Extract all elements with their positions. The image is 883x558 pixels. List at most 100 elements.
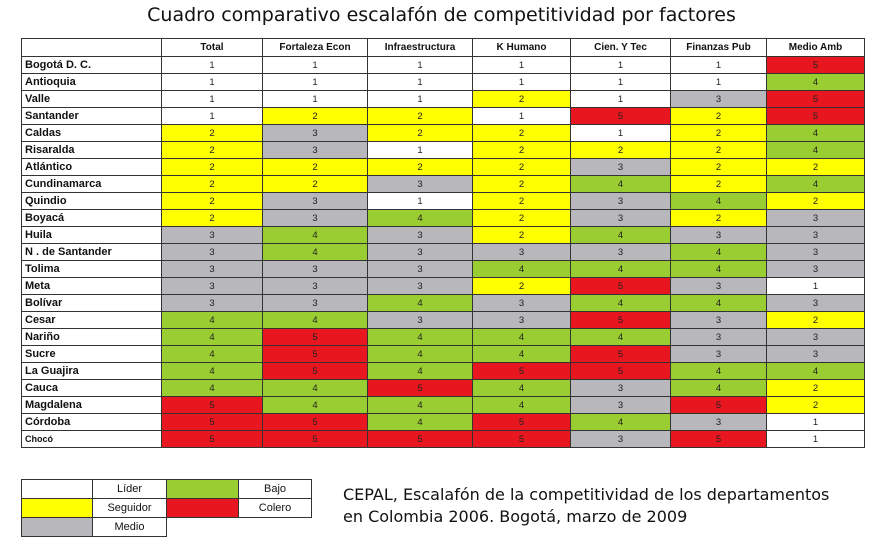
department-name: Meta bbox=[21, 277, 162, 295]
rank-cell: 5 bbox=[161, 430, 263, 448]
rank-cell: 3 bbox=[262, 260, 368, 278]
rank-cell: 4 bbox=[262, 226, 368, 244]
legend-swatch-medio bbox=[21, 517, 93, 537]
legend-label-bajo: Bajo bbox=[238, 479, 312, 499]
legend-empty-cell bbox=[167, 518, 239, 537]
rank-cell: 4 bbox=[472, 260, 571, 278]
department-name: Sucre bbox=[21, 345, 162, 363]
rank-cell: 3 bbox=[570, 379, 671, 397]
rank-cell: 5 bbox=[766, 56, 865, 74]
rank-cell: 3 bbox=[570, 158, 671, 176]
rank-cell: 4 bbox=[161, 379, 263, 397]
rank-cell: 1 bbox=[262, 73, 368, 91]
rank-cell: 2 bbox=[161, 158, 263, 176]
rank-cell: 3 bbox=[367, 260, 473, 278]
table-row: Huila 3 4 3 2 4 3 3 bbox=[21, 226, 865, 244]
source-line-2: en Colombia 2006. Bogotá, marzo de 2009 bbox=[343, 507, 688, 526]
rank-cell: 1 bbox=[472, 56, 571, 74]
rank-cell: 3 bbox=[472, 294, 571, 312]
rank-cell: 2 bbox=[766, 396, 865, 414]
table-row: Cundinamarca 2 2 3 2 4 2 4 bbox=[21, 175, 865, 193]
rank-cell: 1 bbox=[161, 56, 263, 74]
rank-cell: 2 bbox=[670, 124, 767, 142]
rank-cell: 4 bbox=[670, 379, 767, 397]
rank-cell: 1 bbox=[570, 56, 671, 74]
header-row: Total Fortaleza Econ Infraestructura K Huma… bbox=[21, 38, 865, 57]
rank-cell: 3 bbox=[161, 260, 263, 278]
department-name: Boyacá bbox=[21, 209, 162, 227]
rank-cell: 4 bbox=[570, 413, 671, 431]
legend-swatch-lider bbox=[21, 479, 93, 499]
rank-cell: 1 bbox=[670, 73, 767, 91]
rank-cell: 2 bbox=[472, 141, 571, 159]
rank-cell: 4 bbox=[766, 141, 865, 159]
rank-cell: 2 bbox=[262, 175, 368, 193]
rank-cell: 3 bbox=[670, 90, 767, 108]
rank-cell: 1 bbox=[766, 413, 865, 431]
rank-cell: 4 bbox=[766, 124, 865, 142]
rank-cell: 1 bbox=[161, 107, 263, 125]
table-row: La Guajira 4 5 4 5 5 4 4 bbox=[21, 362, 865, 380]
rank-cell: 3 bbox=[570, 396, 671, 414]
table-row: Meta 3 3 3 2 5 3 1 bbox=[21, 277, 865, 295]
rank-cell: 2 bbox=[570, 141, 671, 159]
rank-cell: 4 bbox=[766, 73, 865, 91]
rank-cell: 5 bbox=[472, 362, 571, 380]
rank-cell: 3 bbox=[367, 226, 473, 244]
rank-cell: 4 bbox=[570, 294, 671, 312]
rank-cell: 5 bbox=[670, 430, 767, 448]
department-name: Santander bbox=[21, 107, 162, 125]
rank-cell: 2 bbox=[670, 175, 767, 193]
department-name: Caldas bbox=[21, 124, 162, 142]
corner-cell bbox=[21, 38, 162, 57]
rank-cell: 2 bbox=[766, 158, 865, 176]
table-row: Caldas 2 3 2 2 1 2 4 bbox=[21, 124, 865, 142]
table-row: Magdalena 5 4 4 4 3 5 2 bbox=[21, 396, 865, 414]
rank-cell: 2 bbox=[670, 209, 767, 227]
table-row: Valle 1 1 1 2 1 3 5 bbox=[21, 90, 865, 108]
source-note: CEPAL, Escalafón de la competitividad de… bbox=[343, 484, 873, 528]
rank-cell: 1 bbox=[262, 56, 368, 74]
rank-cell: 4 bbox=[472, 396, 571, 414]
rank-cell: 4 bbox=[161, 345, 263, 363]
rank-cell: 4 bbox=[570, 175, 671, 193]
rank-cell: 5 bbox=[367, 379, 473, 397]
rank-cell: 4 bbox=[472, 328, 571, 346]
rank-cell: 3 bbox=[472, 311, 571, 329]
rank-cell: 5 bbox=[262, 328, 368, 346]
rank-cell: 2 bbox=[262, 158, 368, 176]
rank-cell: 4 bbox=[766, 175, 865, 193]
department-name: Cauca bbox=[21, 379, 162, 397]
rank-cell: 1 bbox=[367, 73, 473, 91]
rank-cell: 4 bbox=[367, 362, 473, 380]
table-row: Risaralda 2 3 1 2 2 2 4 bbox=[21, 141, 865, 159]
rank-cell: 4 bbox=[262, 311, 368, 329]
rank-cell: 4 bbox=[472, 345, 571, 363]
rank-cell: 1 bbox=[367, 141, 473, 159]
rank-cell: 5 bbox=[570, 345, 671, 363]
rank-cell: 3 bbox=[472, 243, 571, 261]
legend-swatch-bajo bbox=[166, 479, 239, 499]
rank-cell: 3 bbox=[262, 209, 368, 227]
rank-cell: 3 bbox=[766, 209, 865, 227]
rank-cell: 1 bbox=[367, 192, 473, 210]
rank-cell: 1 bbox=[472, 73, 571, 91]
rank-cell: 1 bbox=[367, 90, 473, 108]
rank-cell: 2 bbox=[367, 124, 473, 142]
rank-cell: 2 bbox=[161, 175, 263, 193]
department-name: Valle bbox=[21, 90, 162, 108]
table-row: Quindio 2 3 1 2 3 4 2 bbox=[21, 192, 865, 210]
rank-cell: 3 bbox=[161, 277, 263, 295]
rank-cell: 3 bbox=[766, 243, 865, 261]
rank-cell: 3 bbox=[367, 277, 473, 295]
legend-swatch-seguidor bbox=[21, 498, 93, 518]
table-row: N . de Santander 3 4 3 3 3 4 3 bbox=[21, 243, 865, 261]
table-row: Bolívar 3 3 4 3 4 4 3 bbox=[21, 294, 865, 312]
rank-cell: 3 bbox=[766, 226, 865, 244]
rank-cell: 5 bbox=[570, 277, 671, 295]
rank-cell: 5 bbox=[262, 430, 368, 448]
legend-empty-cell bbox=[239, 518, 312, 537]
rank-cell: 5 bbox=[367, 430, 473, 448]
department-name: Risaralda bbox=[21, 141, 162, 159]
table-row: Cauca 4 4 5 4 3 4 2 bbox=[21, 379, 865, 397]
